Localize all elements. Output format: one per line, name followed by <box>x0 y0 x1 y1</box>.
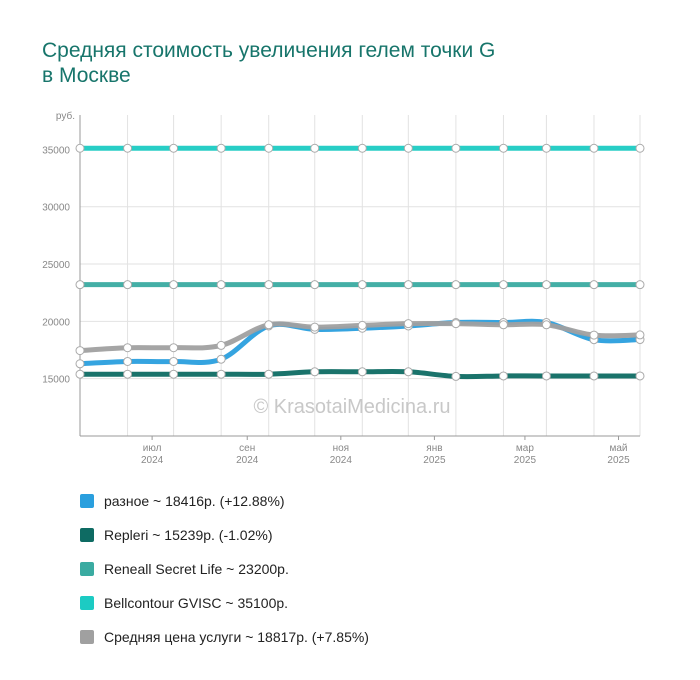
data-point <box>216 143 226 153</box>
legend-label: Средняя цена услуги ~ 18817р. (+7.85%) <box>104 629 369 645</box>
data-point <box>169 280 179 290</box>
y-tick-label: 25000 <box>42 260 70 271</box>
data-point <box>216 340 226 350</box>
legend-label: Repleri ~ 15239р. (-1.02%) <box>104 527 273 543</box>
data-point <box>498 143 508 153</box>
data-point <box>541 320 551 330</box>
legend-item[interactable]: разное ~ 18416р. (+12.88%) <box>80 484 369 518</box>
y-tick-label: 20000 <box>42 317 70 328</box>
data-point <box>123 143 133 153</box>
legend-swatch <box>80 596 94 610</box>
data-point <box>403 319 413 329</box>
data-point <box>216 369 226 379</box>
data-point <box>451 319 461 329</box>
data-point <box>498 280 508 290</box>
data-point <box>123 369 133 379</box>
data-point <box>589 371 599 381</box>
data-point <box>75 359 85 369</box>
data-point <box>216 280 226 290</box>
legend-item[interactable]: Средняя цена услуги ~ 18817р. (+7.85%) <box>80 620 369 654</box>
x-tick-label: май <box>610 443 628 454</box>
x-tick-label: янв <box>426 443 442 454</box>
data-point <box>635 280 645 290</box>
x-tick-year-label: 2025 <box>423 455 446 466</box>
data-point <box>169 369 179 379</box>
data-point <box>264 143 274 153</box>
x-tick-year-label: 2024 <box>236 455 259 466</box>
data-point <box>169 343 179 353</box>
price-chart: 1500020000250003000035000руб.июл2024сен2… <box>42 110 645 466</box>
data-point <box>310 367 320 377</box>
x-tick-label: ноя <box>333 443 350 454</box>
data-point <box>403 280 413 290</box>
y-tick-label: 15000 <box>42 375 70 386</box>
legend-swatch <box>80 630 94 644</box>
title-line-2: в Москве <box>42 64 131 87</box>
data-point <box>635 371 645 381</box>
data-point <box>310 143 320 153</box>
data-point <box>264 369 274 379</box>
legend-swatch <box>80 494 94 508</box>
legend-label: Bellcontour GVISC ~ 35100р. <box>104 595 289 611</box>
data-point <box>169 356 179 366</box>
data-point <box>403 367 413 377</box>
data-point <box>123 356 133 366</box>
x-tick-label: сен <box>239 443 255 454</box>
x-tick-label: мар <box>516 443 534 454</box>
data-point <box>451 280 461 290</box>
y-tick-label: 30000 <box>42 203 70 214</box>
data-point <box>357 367 367 377</box>
legend-swatch <box>80 562 94 576</box>
x-tick-year-label: 2024 <box>141 455 164 466</box>
data-point <box>123 343 133 353</box>
page-title: Средняя стоимость увеличения гелем точки… <box>42 38 495 88</box>
legend-label: разное ~ 18416р. (+12.88%) <box>104 493 285 509</box>
data-point <box>589 280 599 290</box>
data-point <box>357 320 367 330</box>
data-point <box>123 280 133 290</box>
data-point <box>541 371 551 381</box>
data-point <box>75 346 85 356</box>
data-point <box>75 369 85 379</box>
data-point <box>635 330 645 340</box>
data-point <box>264 280 274 290</box>
data-point <box>357 280 367 290</box>
data-point <box>169 143 179 153</box>
data-point <box>541 280 551 290</box>
data-point <box>451 371 461 381</box>
data-point <box>75 280 85 290</box>
x-tick-year-label: 2025 <box>514 455 537 466</box>
title-line-1: Средняя стоимость увеличения гелем точки… <box>42 39 496 62</box>
x-tick-year-label: 2025 <box>607 455 630 466</box>
data-point <box>310 322 320 332</box>
data-point <box>541 143 551 153</box>
watermark: © KrasotaiMedicina.ru <box>253 396 450 418</box>
data-point <box>589 143 599 153</box>
data-point <box>75 143 85 153</box>
data-point <box>589 330 599 340</box>
data-point <box>635 143 645 153</box>
legend-item[interactable]: Bellcontour GVISC ~ 35100р. <box>80 586 369 620</box>
data-point <box>498 320 508 330</box>
data-point <box>310 280 320 290</box>
legend-item[interactable]: Reneall Secret Life ~ 23200р. <box>80 552 369 586</box>
data-point <box>403 143 413 153</box>
data-point <box>451 143 461 153</box>
legend-item[interactable]: Repleri ~ 15239р. (-1.02%) <box>80 518 369 552</box>
data-point <box>264 320 274 330</box>
legend-label: Reneall Secret Life ~ 23200р. <box>104 561 289 577</box>
data-point <box>498 371 508 381</box>
y-axis-unit: руб. <box>56 110 75 122</box>
data-point <box>216 354 226 364</box>
legend-swatch <box>80 528 94 542</box>
x-tick-label: июл <box>143 443 162 454</box>
data-point <box>357 143 367 153</box>
y-tick-label: 35000 <box>42 145 70 156</box>
x-tick-year-label: 2024 <box>330 455 353 466</box>
chart-legend: разное ~ 18416р. (+12.88%) Repleri ~ 152… <box>80 484 369 654</box>
